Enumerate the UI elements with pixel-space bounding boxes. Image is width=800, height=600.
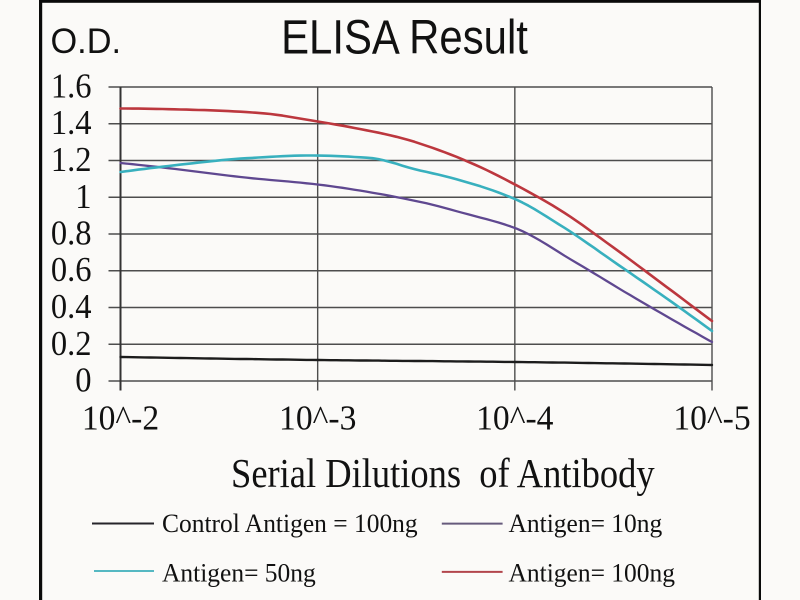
svg-text:Serial Dilutions of Antibody: Serial Dilutions of Antibody bbox=[231, 451, 655, 496]
svg-text:Antigen= 10ng: Antigen= 10ng bbox=[509, 509, 663, 538]
svg-text:1: 1 bbox=[75, 178, 91, 216]
svg-text:Antigen= 100ng: Antigen= 100ng bbox=[509, 558, 676, 587]
svg-text:0.2: 0.2 bbox=[51, 325, 92, 363]
svg-text:10^-2: 10^-2 bbox=[82, 399, 159, 438]
svg-text:0.4: 0.4 bbox=[51, 288, 92, 326]
svg-text:1.6: 1.6 bbox=[51, 67, 92, 105]
svg-text:1.2: 1.2 bbox=[51, 141, 92, 179]
svg-text:0.6: 0.6 bbox=[51, 251, 92, 289]
svg-text:10^-4: 10^-4 bbox=[476, 399, 553, 438]
svg-text:Control Antigen = 100ng: Control Antigen = 100ng bbox=[162, 509, 418, 538]
svg-text:10^-5: 10^-5 bbox=[673, 399, 750, 438]
svg-text:0: 0 bbox=[75, 361, 91, 399]
svg-text:0.8: 0.8 bbox=[51, 214, 92, 252]
svg-text:Antigen= 50ng: Antigen= 50ng bbox=[162, 558, 316, 587]
svg-text:O.D.: O.D. bbox=[51, 23, 121, 61]
svg-text:ELISA Result: ELISA Result bbox=[281, 10, 528, 64]
svg-text:1.4: 1.4 bbox=[51, 104, 92, 142]
svg-text:10^-3: 10^-3 bbox=[279, 399, 356, 438]
